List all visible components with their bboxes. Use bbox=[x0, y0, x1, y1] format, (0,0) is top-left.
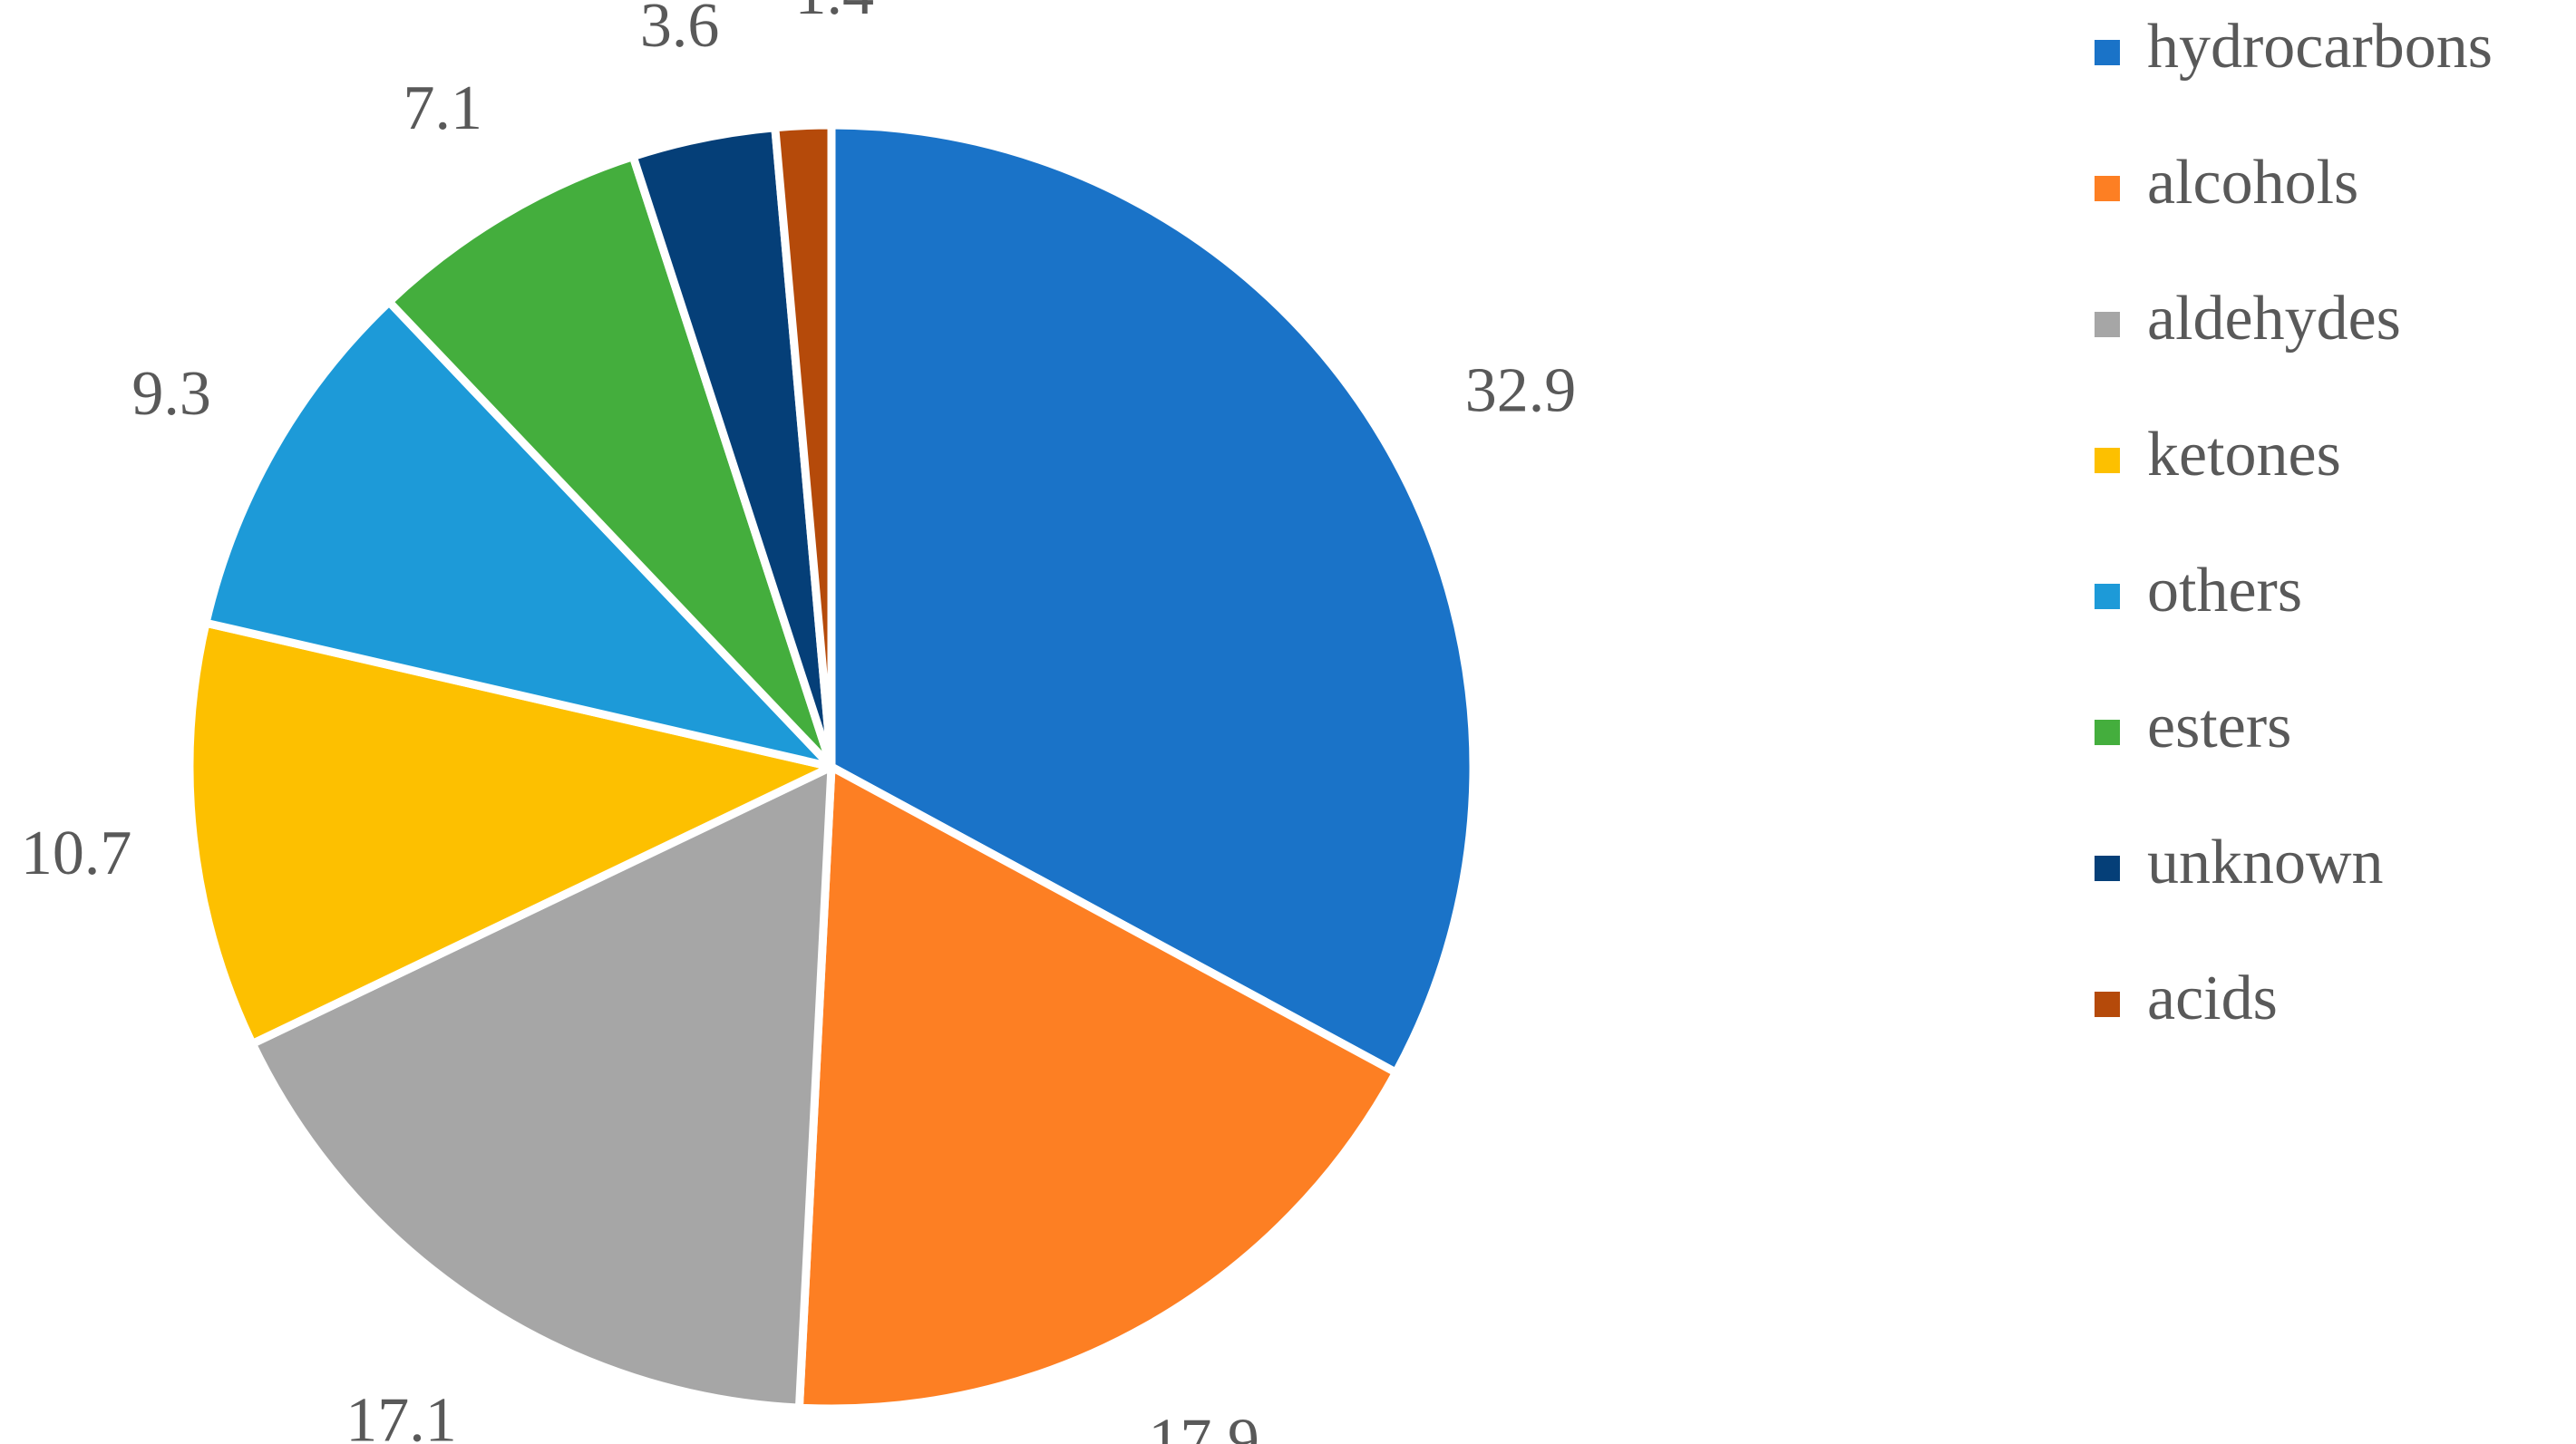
legend-item-esters: esters bbox=[2095, 692, 2291, 761]
data-label-aldehydes: 17.1 bbox=[345, 1386, 457, 1444]
legend: hydrocarbons alcohols aldehydes ketones othe… bbox=[2095, 12, 2493, 1033]
legend-item-unknown: unknown bbox=[2095, 828, 2384, 897]
data-label-hydrocarbons: 32.9 bbox=[1465, 355, 1577, 425]
pie-slice-aldehydes bbox=[248, 762, 836, 1412]
legend-swatch-ketones bbox=[2095, 448, 2120, 473]
pie-slice-esters bbox=[384, 152, 836, 771]
pie-slices bbox=[185, 121, 1478, 1413]
legend-label-acids: acids bbox=[2147, 964, 2278, 1033]
legend-item-alcohols: alcohols bbox=[2095, 148, 2358, 218]
legend-item-ketones: ketones bbox=[2095, 420, 2341, 489]
legend-swatch-alcohols bbox=[2095, 176, 2120, 201]
pie-slice-alcohols bbox=[794, 762, 1401, 1413]
pie-slice-ketones bbox=[185, 618, 836, 1048]
data-label-ketones: 10.7 bbox=[21, 819, 132, 888]
data-labels: 32.9 17.9 17.1 10.7 9.3 7.1 3.6 1.4 bbox=[21, 0, 1576, 1444]
pie-slice-hydrocarbons bbox=[827, 121, 1478, 1077]
legend-swatch-unknown bbox=[2095, 856, 2120, 881]
legend-label-ketones: ketones bbox=[2147, 420, 2341, 489]
legend-item-aldehydes: aldehydes bbox=[2095, 284, 2401, 354]
data-label-alcohols: 17.9 bbox=[1148, 1407, 1259, 1444]
data-label-others: 9.3 bbox=[131, 359, 211, 429]
data-label-esters: 7.1 bbox=[403, 73, 482, 143]
legend-label-others: others bbox=[2147, 556, 2302, 625]
legend-swatch-aldehydes bbox=[2095, 312, 2120, 337]
pie-slice-acids bbox=[771, 121, 836, 771]
legend-label-unknown: unknown bbox=[2147, 828, 2384, 897]
legend-label-alcohols: alcohols bbox=[2147, 148, 2358, 218]
data-label-acids: 1.4 bbox=[794, 0, 874, 28]
legend-swatch-others bbox=[2095, 584, 2120, 609]
legend-item-others: others bbox=[2095, 556, 2302, 625]
data-label-unknown: 3.6 bbox=[640, 0, 720, 61]
pie-slice-others bbox=[201, 297, 836, 771]
legend-label-hydrocarbons: hydrocarbons bbox=[2147, 12, 2493, 82]
legend-label-aldehydes: aldehydes bbox=[2147, 284, 2401, 354]
legend-item-acids: acids bbox=[2095, 964, 2278, 1033]
legend-swatch-esters bbox=[2095, 720, 2120, 745]
legend-item-hydrocarbons: hydrocarbons bbox=[2095, 12, 2493, 82]
legend-label-esters: esters bbox=[2147, 692, 2291, 761]
legend-swatch-hydrocarbons bbox=[2095, 40, 2120, 65]
legend-swatch-acids bbox=[2095, 992, 2120, 1017]
